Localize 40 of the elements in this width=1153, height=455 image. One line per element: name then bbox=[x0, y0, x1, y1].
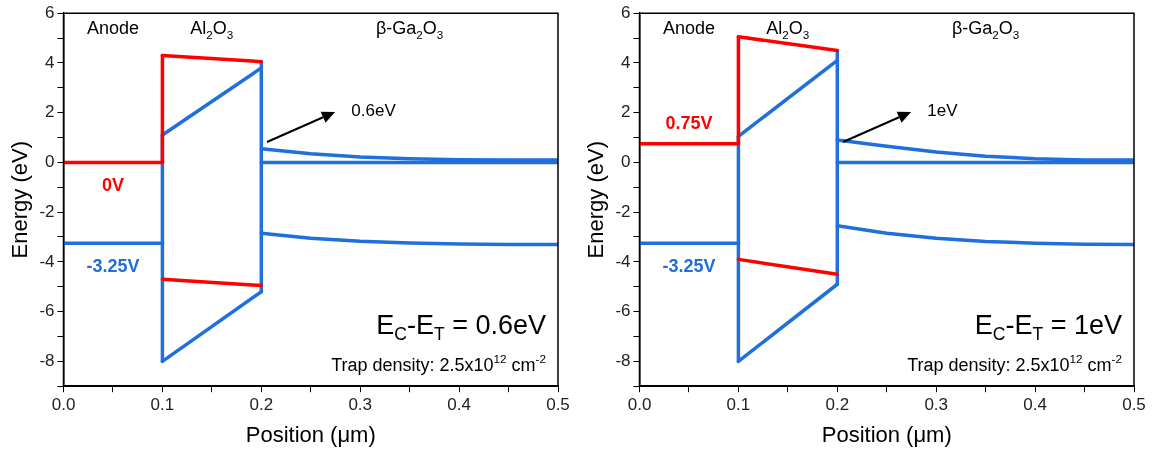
x-tick-label: 0.0 bbox=[627, 395, 652, 415]
x-tick-label: 0.1 bbox=[726, 395, 751, 415]
series-label: 0V bbox=[101, 175, 124, 196]
x-tick-label: 0.5 bbox=[546, 395, 570, 415]
y-tick-label: -6 bbox=[615, 301, 631, 321]
y-tick-label: 6 bbox=[621, 2, 631, 22]
x-tick-label: 0.4 bbox=[447, 395, 471, 415]
y-axis-title: Energy (eV) bbox=[7, 141, 33, 259]
annotation: Anode bbox=[662, 18, 715, 39]
y-tick-label: 4 bbox=[45, 52, 55, 72]
y-axis-title: Energy (eV) bbox=[583, 141, 609, 259]
annotation: 0.6eV bbox=[351, 101, 397, 121]
x-tick-label: 0.4 bbox=[1023, 395, 1047, 415]
series-label: -3.25V bbox=[86, 256, 140, 277]
x-tick-label: 0.2 bbox=[249, 395, 274, 415]
annotation: Anode bbox=[86, 18, 139, 39]
x-tick-label: 0.3 bbox=[348, 395, 373, 415]
y-tick-label: 2 bbox=[45, 102, 55, 122]
x-tick-label: 0.0 bbox=[51, 395, 76, 415]
y-tick-label: -4 bbox=[615, 251, 631, 271]
y-tick-label: 0 bbox=[45, 152, 55, 172]
series-label: 0.75V bbox=[665, 112, 713, 133]
y-tick-label: -6 bbox=[39, 301, 55, 321]
x-axis-title: Position (μm) bbox=[821, 421, 952, 447]
x-tick-label: 0.1 bbox=[150, 395, 175, 415]
y-tick-label: -2 bbox=[39, 201, 55, 221]
y-tick-label: -8 bbox=[615, 351, 631, 371]
y-tick-label: -8 bbox=[39, 351, 55, 371]
x-tick-label: 0.3 bbox=[924, 395, 949, 415]
y-tick-label: 0 bbox=[621, 152, 631, 172]
y-tick-label: 2 bbox=[621, 102, 631, 122]
y-tick-label: 6 bbox=[45, 2, 55, 22]
y-tick-label: 4 bbox=[621, 52, 631, 72]
y-tick-label: -4 bbox=[39, 251, 55, 271]
x-tick-label: 0.5 bbox=[1122, 395, 1146, 415]
series-label: -3.25V bbox=[662, 256, 716, 277]
x-tick-label: 0.2 bbox=[825, 395, 850, 415]
x-axis-title: Position (μm) bbox=[245, 421, 376, 447]
y-tick-label: -2 bbox=[615, 201, 631, 221]
annotation: 1eV bbox=[927, 101, 959, 121]
